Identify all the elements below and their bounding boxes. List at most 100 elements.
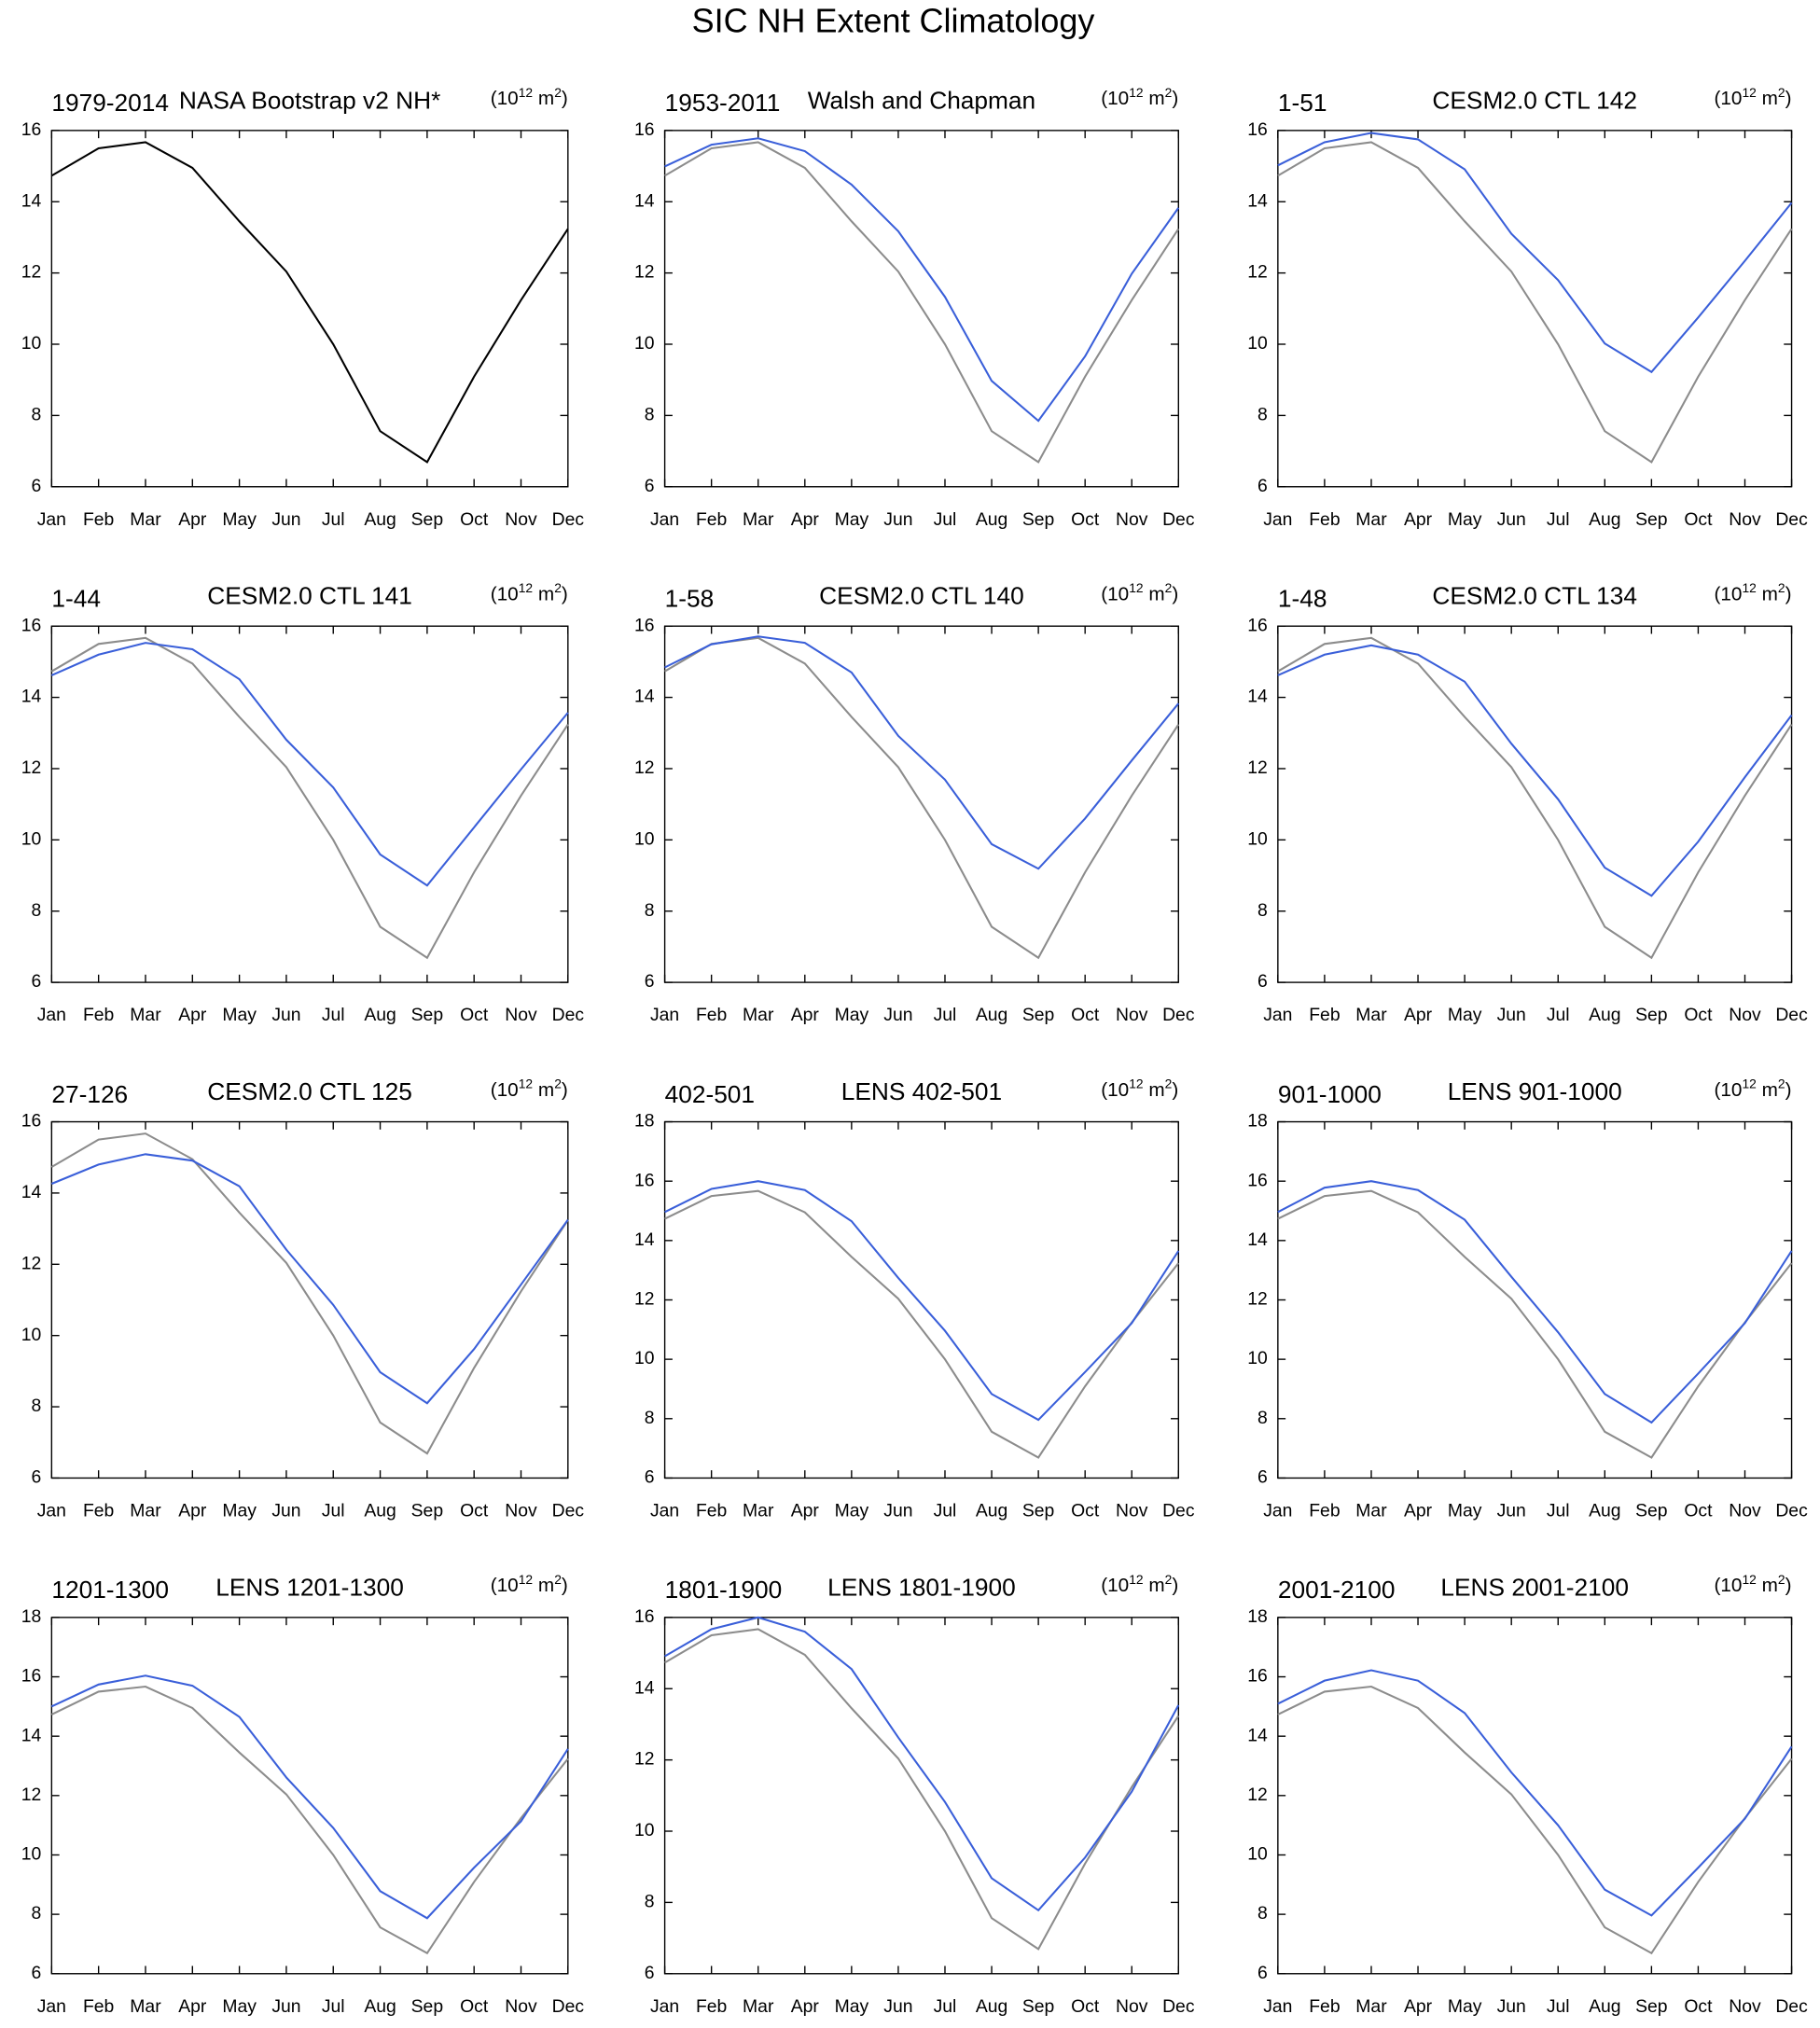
x-tick-label: Jun xyxy=(883,1996,912,2017)
y-tick-label: 14 xyxy=(21,1182,42,1202)
panel-units: (1012 m2) xyxy=(491,1077,568,1101)
x-tick-label: Jan xyxy=(1263,1501,1292,1521)
series-line xyxy=(50,642,569,887)
units-text: (10 xyxy=(491,1575,519,1596)
y-tick-label: 12 xyxy=(21,1253,42,1273)
y-tick-label: 14 xyxy=(21,1725,42,1745)
units-superscript: 12 xyxy=(1129,580,1143,595)
x-tick-label: Aug xyxy=(1589,1501,1620,1521)
x-tick-label: May xyxy=(222,1501,257,1521)
y-tick-label: 16 xyxy=(21,615,42,635)
x-tick-label: Jul xyxy=(1547,509,1570,530)
x-tick-label: Sep xyxy=(411,1996,443,2017)
x-tick-label: Apr xyxy=(178,1005,207,1025)
units-text: ) xyxy=(1785,1575,1792,1596)
units-text: m xyxy=(533,584,554,605)
plot-frame xyxy=(663,130,1179,488)
units-text: (10 xyxy=(491,1079,519,1101)
x-tick-label: Oct xyxy=(1071,1501,1100,1521)
y-tick-label: 12 xyxy=(634,262,655,283)
series-line xyxy=(50,1685,569,1955)
x-tick-label: Jan xyxy=(1263,509,1292,530)
panel-left-label: 2001-2100 xyxy=(1278,1576,1396,1604)
plot-frame xyxy=(1277,130,1793,488)
x-tick-label: Mar xyxy=(743,1501,774,1521)
figure-title: SIC NH Extent Climatology xyxy=(692,2,1095,40)
x-tick-label: Aug xyxy=(1589,509,1620,530)
units-text: ) xyxy=(1172,584,1178,605)
panel-left-label: 1201-1300 xyxy=(51,1576,169,1604)
y-tick-label: 6 xyxy=(31,476,41,496)
x-tick-label: Jul xyxy=(1547,1501,1570,1521)
units-text: ) xyxy=(562,1575,568,1596)
x-tick-label: Jan xyxy=(1263,1005,1292,1025)
y-tick-label: 6 xyxy=(31,971,41,992)
units-text: (10 xyxy=(1714,584,1742,605)
x-tick-label: Dec xyxy=(1775,509,1808,530)
x-tick-label: Feb xyxy=(1309,509,1340,530)
units-text: ) xyxy=(562,88,568,109)
x-tick-label: Jun xyxy=(1497,1005,1526,1025)
series-line xyxy=(1277,1669,1793,1917)
x-tick-label: Sep xyxy=(411,509,443,530)
series-line xyxy=(50,141,569,464)
x-tick-label: Jun xyxy=(883,1005,912,1025)
y-tick-label: 8 xyxy=(1257,404,1268,424)
x-tick-label: Oct xyxy=(1684,509,1713,530)
units-superscript: 12 xyxy=(519,85,533,100)
x-tick-label: Apr xyxy=(1404,509,1433,530)
x-tick-label: Sep xyxy=(411,1005,443,1025)
y-tick-label: 16 xyxy=(21,1666,42,1687)
series-line xyxy=(1277,141,1793,464)
y-tick-label: 12 xyxy=(21,757,42,778)
panel-units: (1012 m2) xyxy=(1101,1572,1178,1596)
x-tick-label: Feb xyxy=(1309,1501,1340,1521)
x-tick-label: Sep xyxy=(1635,1501,1667,1521)
x-tick-label: Nov xyxy=(1116,1501,1148,1521)
y-tick-label: 6 xyxy=(645,1467,655,1488)
y-tick-label: 8 xyxy=(645,404,655,424)
units-text: ) xyxy=(1785,1079,1792,1101)
x-tick-label: Mar xyxy=(130,1005,161,1025)
panel-title: LENS 901-1000 xyxy=(1448,1077,1622,1105)
x-tick-label: Aug xyxy=(364,1996,396,2017)
y-tick-label: 8 xyxy=(645,1892,655,1912)
y-tick-label: 14 xyxy=(21,687,42,707)
x-tick-label: Jun xyxy=(883,509,912,530)
x-tick-label: Nov xyxy=(1729,1501,1761,1521)
y-tick-label: 6 xyxy=(645,971,655,992)
y-tick-label: 16 xyxy=(634,1170,655,1190)
x-tick-label: Dec xyxy=(1775,1501,1808,1521)
panel-units: (1012 m2) xyxy=(1714,580,1791,604)
y-tick-label: 6 xyxy=(645,476,655,496)
panel-title: LENS 1801-1900 xyxy=(827,1573,1016,1601)
panel-left-label: 1-48 xyxy=(1278,584,1327,612)
x-tick-label: May xyxy=(1448,1996,1482,2017)
x-tick-label: May xyxy=(835,1005,869,1025)
y-tick-label: 8 xyxy=(1257,900,1268,921)
y-tick-label: 14 xyxy=(21,190,42,211)
y-tick-label: 12 xyxy=(634,1749,655,1770)
x-tick-label: Dec xyxy=(552,509,585,530)
units-superscript: 2 xyxy=(1778,580,1785,595)
y-tick-label: 14 xyxy=(634,687,655,707)
y-tick-label: 8 xyxy=(31,900,41,921)
series-line xyxy=(664,635,1180,870)
x-tick-label: Oct xyxy=(1684,1996,1713,2017)
x-tick-label: Oct xyxy=(460,1996,489,2017)
y-tick-label: 16 xyxy=(1247,615,1268,635)
panel-left-label: 27-126 xyxy=(51,1080,128,1108)
x-tick-label: Sep xyxy=(1022,1501,1054,1521)
y-tick-label: 14 xyxy=(634,1677,655,1698)
y-tick-label: 16 xyxy=(1247,1666,1268,1687)
panel-left-label: 1-44 xyxy=(51,584,101,612)
x-tick-label: Apr xyxy=(791,509,820,530)
x-tick-label: Jul xyxy=(934,1996,957,2017)
y-tick-label: 14 xyxy=(1247,687,1268,707)
units-superscript: 2 xyxy=(554,85,562,100)
units-text: m xyxy=(533,88,554,109)
plot-frame xyxy=(50,625,569,983)
x-tick-label: Apr xyxy=(1404,1996,1433,2017)
panel-units: (1012 m2) xyxy=(1714,1077,1791,1101)
units-text: (10 xyxy=(1101,1079,1129,1101)
